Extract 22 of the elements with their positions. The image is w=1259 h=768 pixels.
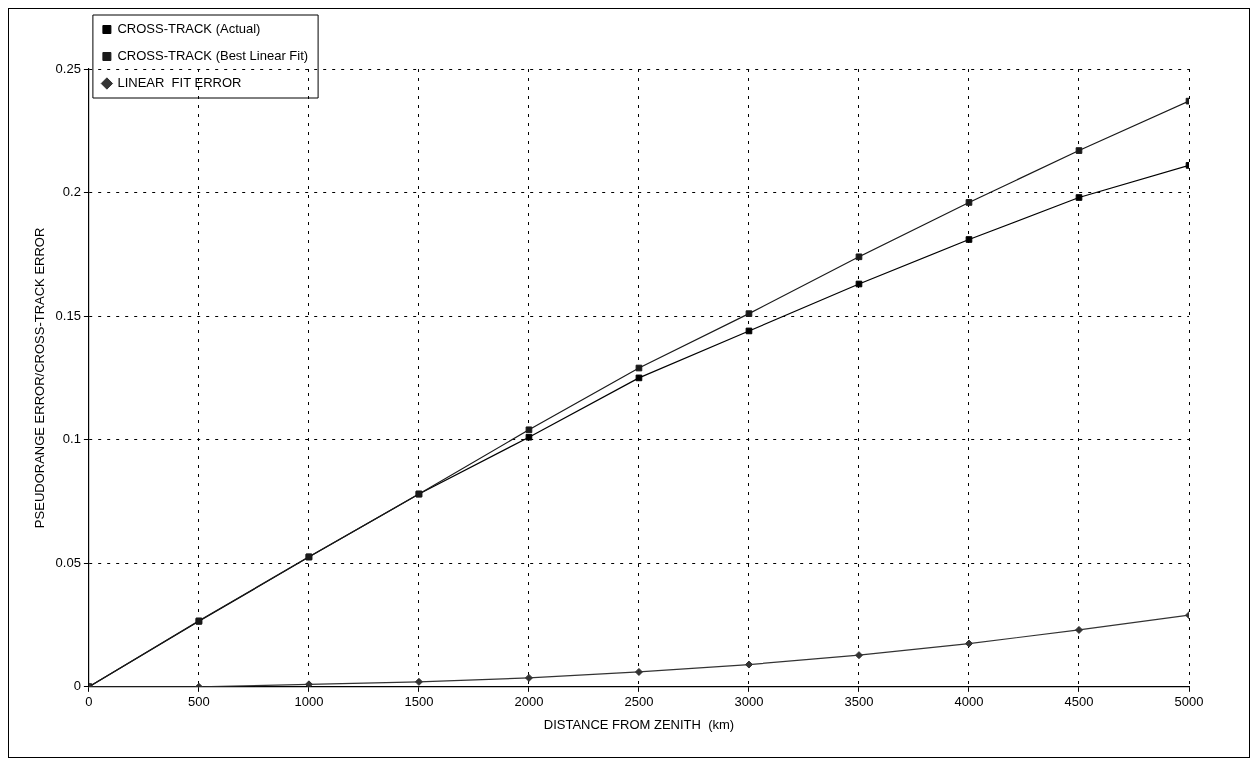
x-tick-label: 2500 <box>624 694 654 710</box>
x-tick-label: 4500 <box>1064 694 1094 710</box>
x-tick-label: 5000 <box>1174 694 1204 710</box>
y-tick-label: 0.1 <box>62 431 81 447</box>
x-tick-label: 1000 <box>294 694 324 710</box>
x-axis-title: DISTANCE FROM ZENITH (km) <box>543 716 735 732</box>
y-tick-label: 0.15 <box>55 307 81 323</box>
legend-label: LINEAR FIT ERROR <box>117 75 242 91</box>
x-tick-label: 4000 <box>954 694 984 710</box>
legend-label: CROSS-TRACK (Best Linear Fit) <box>117 48 309 64</box>
legend-label: CROSS-TRACK (Actual) <box>117 21 261 37</box>
y-tick-label: 0.2 <box>62 184 81 200</box>
y-tick-label: 0 <box>73 678 81 694</box>
x-tick-label: 1500 <box>404 694 434 710</box>
y-axis-title: PSEUDORANGE ERROR/CROSS-TRACK ERROR <box>32 227 48 529</box>
y-tick-label: 0.25 <box>55 60 81 76</box>
x-tick-label: 0 <box>85 694 93 710</box>
y-tick-label: 0.05 <box>55 554 81 570</box>
x-tick-label: 500 <box>188 694 210 710</box>
x-tick-label: 3500 <box>844 694 874 710</box>
x-tick-label: 2000 <box>514 694 544 710</box>
x-tick-label: 3000 <box>734 694 764 710</box>
